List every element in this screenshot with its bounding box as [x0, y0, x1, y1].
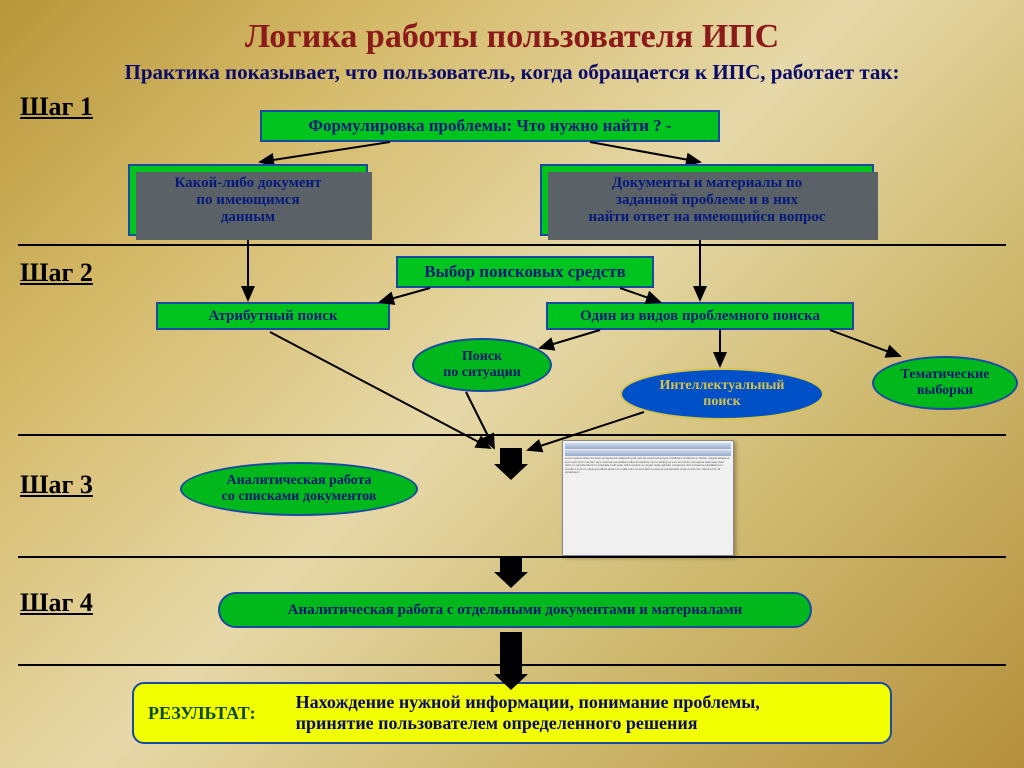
result-text: Нахождение нужной информации, понимание … [296, 692, 760, 734]
page-title: Логика работы пользователя ИПС [0, 18, 1024, 56]
divider-1 [18, 244, 1006, 246]
s2-ell-intel: Интеллектуальный поиск [620, 368, 824, 420]
s1-left-box: Какой-либо документ по имеющимся данным [128, 164, 368, 236]
document-list-thumbnail: Lorem ipsum dolor sit amet consectetur a… [562, 440, 734, 556]
step-3-label: Шаг 3 [20, 470, 93, 500]
page-subtitle: Практика показывает, что пользователь, к… [0, 60, 1024, 85]
step-2-label: Шаг 2 [20, 258, 93, 288]
divider-4 [18, 664, 1006, 666]
s2-left-box: Атрибутный поиск [156, 302, 390, 330]
s4-ell: Аналитическая работа с отдельными докуме… [218, 592, 812, 628]
divider-2 [18, 434, 1006, 436]
s3-ell: Аналитическая работа со списками докумен… [180, 462, 418, 516]
s1-right-box: Документы и материалы по заданной пробле… [540, 164, 874, 236]
s2-ell-them: Тематические выборки [872, 356, 1018, 410]
step-4-label: Шаг 4 [20, 588, 93, 618]
result-label: РЕЗУЛЬТАТ: [148, 703, 256, 724]
step-1-label: Шаг 1 [20, 92, 93, 122]
s2-right-box: Один из видов проблемного поиска [546, 302, 854, 330]
s2-ell-center: Поиск по ситуации [412, 338, 552, 392]
s1-problem-box: Формулировка проблемы: Что нужно найти ?… [260, 110, 720, 142]
result-box: РЕЗУЛЬТАТ: Нахождение нужной информации,… [132, 682, 892, 744]
divider-3 [18, 556, 1006, 558]
s2-top-box: Выбор поисковых средств [396, 256, 654, 288]
